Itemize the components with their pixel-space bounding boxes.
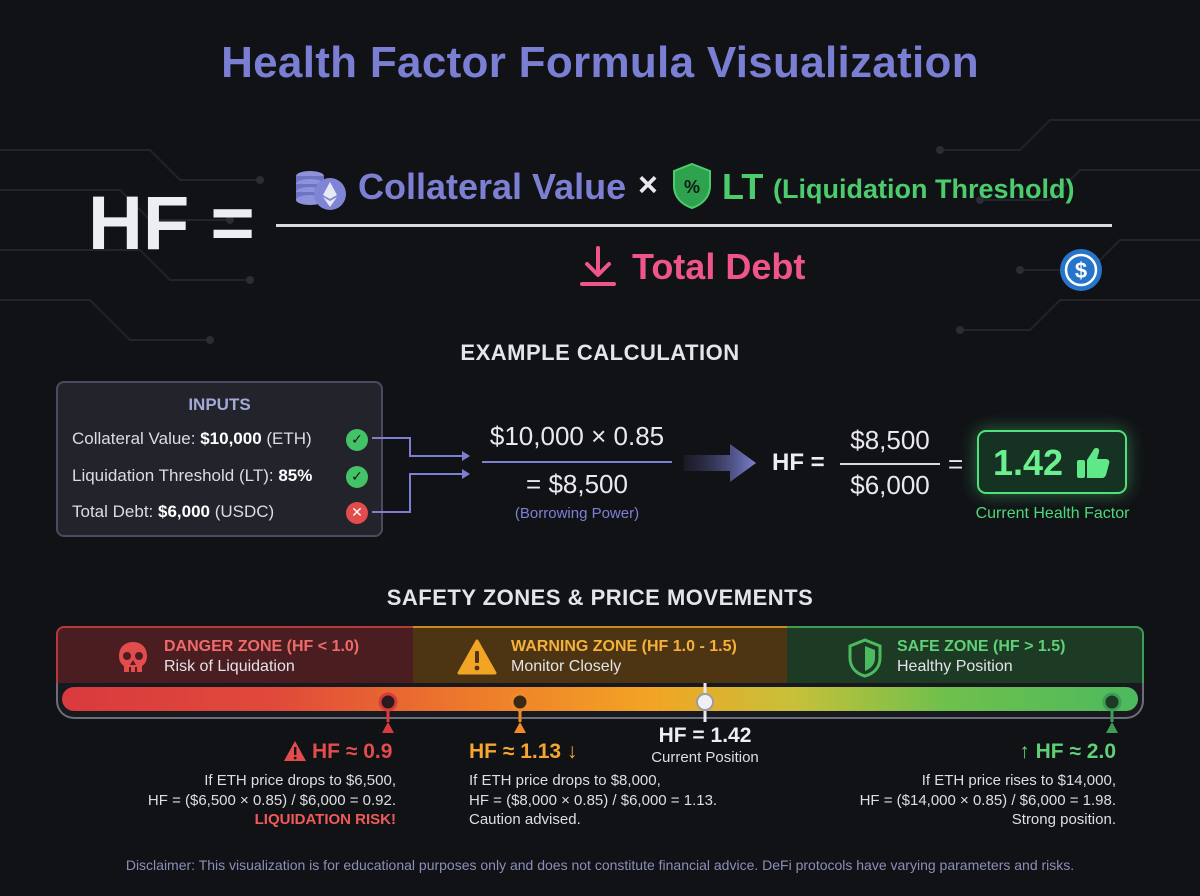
marker-hf-1-13-line1: If ETH price drops to $8,000, <box>469 772 661 789</box>
health-gauge-bar <box>62 687 1138 711</box>
down-arrow-icon <box>580 246 616 286</box>
warning-zone: WARNING ZONE (HF 1.0 - 1.5) Monitor Clos… <box>413 626 787 686</box>
inputs-panel: INPUTS Collateral Value: $10,000 (ETH) ✓… <box>56 381 383 537</box>
calc-note: (Borrowing Power) <box>514 505 640 522</box>
inputs-title: INPUTS <box>188 395 251 414</box>
formula-collateral-value: Collateral Value <box>358 166 627 207</box>
hf-divider <box>840 463 940 465</box>
health-factor-caption: Current Health Factor <box>975 505 1130 522</box>
shield-percent-icon: % <box>673 162 711 210</box>
marker-hf-2-0-line1: If ETH price rises to $14,000, <box>921 772 1116 789</box>
check-icon: ✓ <box>346 466 368 488</box>
marker-current-caption: Current Position <box>651 749 759 766</box>
safe-zone-subtitle: Healthy Position <box>897 658 1013 675</box>
marker-hf-0-9-title: HF ≈ 0.9 <box>312 740 393 763</box>
calc-numerator: $10,000 × 0.85 <box>489 421 665 451</box>
marker-hf-2-0-line2: HF = ($14,000 × 0.85) / $6,000 = 1.98. <box>859 792 1116 809</box>
cross-icon: ✕ <box>346 502 368 524</box>
alert-triangle-icon <box>284 741 306 761</box>
marker-hf-0-9-line2: HF = ($6,500 × 0.85) / $6,000 = 0.92. <box>147 792 396 809</box>
svg-text:$: $ <box>1075 258 1087 283</box>
safe-zone-title: SAFE ZONE (HF > 1.5) <box>897 638 1066 655</box>
check-icon: ✓ <box>346 429 368 451</box>
formula-times-symbol: × <box>638 166 658 204</box>
input-row-collateral: Collateral Value: $10,000 (ETH) <box>72 429 312 448</box>
equals-symbol: = <box>948 449 964 479</box>
thumbs-up-icon <box>1077 448 1110 478</box>
marker-hf-0-9-line1: If ETH price drops to $6,500, <box>204 772 396 789</box>
svg-text:%: % <box>684 177 700 197</box>
marker-hf-2-0-line3: Strong position. <box>1011 811 1116 828</box>
right-arrow-icon <box>684 444 756 482</box>
formula-lhs: HF = <box>88 181 255 266</box>
disclaimer-text: Disclaimer: This visualization is for ed… <box>125 857 1075 873</box>
page-title: Health Factor Formula Visualization <box>221 38 979 87</box>
danger-zone-subtitle: Risk of Liquidation <box>164 658 295 675</box>
marker-hf-1-13-line3: Caution advised. <box>469 811 581 828</box>
warning-zone-title: WARNING ZONE (HF 1.0 - 1.5) <box>511 638 737 655</box>
hf-denominator: $6,000 <box>850 470 930 500</box>
calc-result: = $8,500 <box>526 469 628 499</box>
danger-zone: DANGER ZONE (HF < 1.0) Risk of Liquidati… <box>56 626 413 686</box>
marker-hf-2-0-title: ↑ HF ≈ 2.0 <box>1019 740 1116 763</box>
input-row-lt: Liquidation Threshold (LT): 85% <box>72 466 313 485</box>
zones-section-title: SAFETY ZONES & PRICE MOVEMENTS <box>386 585 814 610</box>
shield-icon <box>848 638 882 678</box>
health-factor-value: 1.42 <box>993 442 1064 483</box>
input-row-debt: Total Debt: $6,000 (USDC) <box>72 502 275 521</box>
coins-eth-icon <box>296 171 346 210</box>
formula-lt-full-name: (Liquidation Threshold) <box>773 174 1075 204</box>
hf-label: HF = <box>772 449 825 476</box>
warning-zone-subtitle: Monitor Closely <box>511 658 622 675</box>
marker-current-title: HF = 1.42 <box>658 724 752 747</box>
example-section-title: EXAMPLE CALCULATION <box>460 340 740 365</box>
formula-lt: LT <box>722 166 764 207</box>
marker-hf-0-9-line3: LIQUIDATION RISK! <box>254 811 396 828</box>
formula-fraction-line <box>276 224 1112 227</box>
hf-numerator: $8,500 <box>850 425 930 455</box>
formula-total-debt: Total Debt <box>632 246 806 287</box>
marker-hf-1-13-title: HF ≈ 1.13 ↓ <box>469 740 578 763</box>
usdc-coin-icon: $ <box>1060 249 1102 291</box>
warning-triangle-icon <box>457 639 497 675</box>
health-factor-result-box: 1.42 <box>977 430 1127 494</box>
calc-divider <box>482 461 672 463</box>
safe-zone: SAFE ZONE (HF > 1.5) Healthy Position <box>787 626 1144 686</box>
marker-hf-1-13-line2: HF = ($8,000 × 0.85) / $6,000 = 1.13. <box>469 792 718 809</box>
danger-zone-title: DANGER ZONE (HF < 1.0) <box>164 638 360 655</box>
skull-icon <box>119 642 147 672</box>
